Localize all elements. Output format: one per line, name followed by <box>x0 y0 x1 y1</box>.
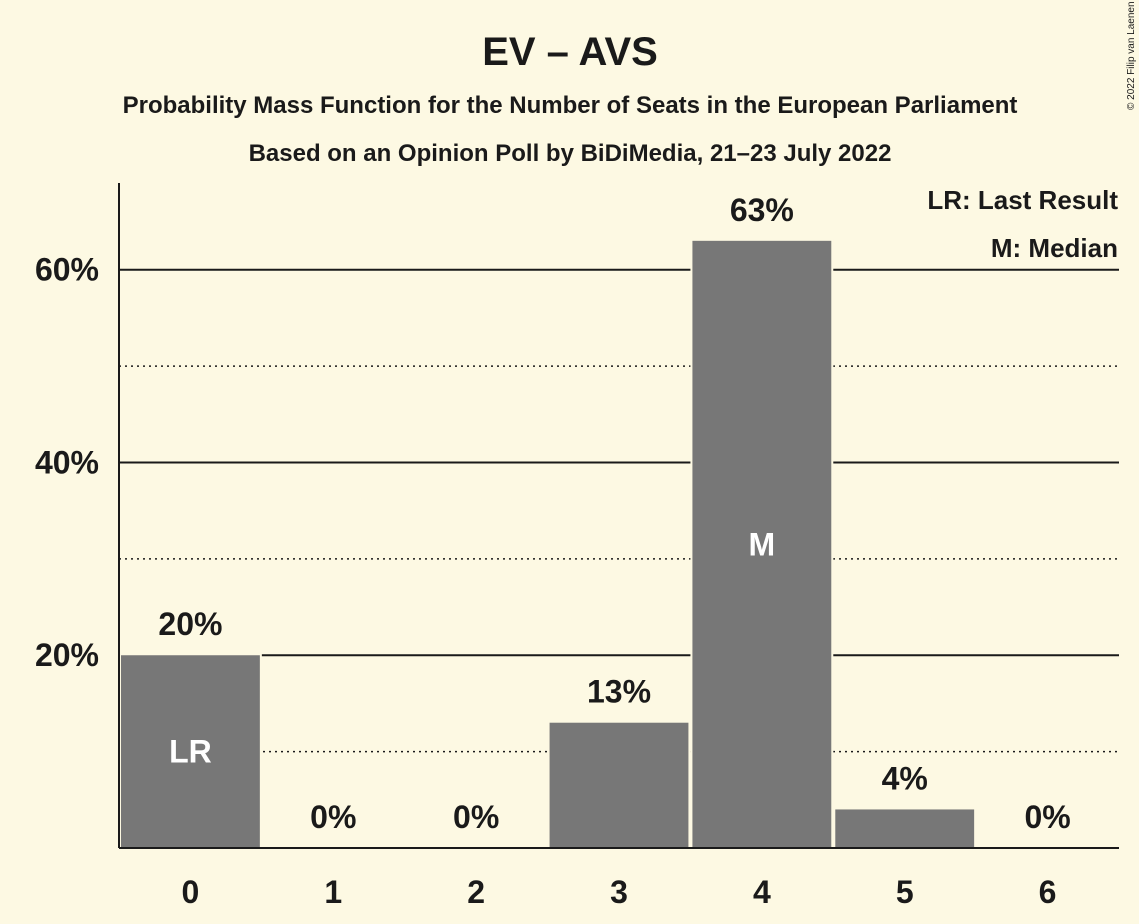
data-label-0: 20% <box>158 606 222 642</box>
data-label-3: 13% <box>587 674 651 710</box>
x-tick-label: 5 <box>896 874 914 910</box>
y-tick-label: 20% <box>35 637 99 673</box>
chart-subtitle: Probability Mass Function for the Number… <box>123 92 1018 119</box>
legend: LR: Last Result M: Median <box>927 185 1118 263</box>
data-label-5: 4% <box>882 760 928 796</box>
bars: LR M <box>119 238 977 849</box>
x-tick-label: 4 <box>753 874 771 910</box>
x-tick-labels: 0 1 2 3 4 5 6 <box>182 874 1057 910</box>
data-label-2: 0% <box>453 799 499 835</box>
x-tick-label: 3 <box>610 874 628 910</box>
copyright-note: © 2022 Filip van Laenen <box>1126 1 1137 110</box>
bar-5 <box>835 809 975 848</box>
bar-annotation-m: M <box>749 526 776 562</box>
legend-entry: M: Median <box>991 233 1118 263</box>
y-tick-labels: 20% 40% 60% <box>35 252 99 674</box>
data-labels: 20% 0% 0% 13% 63% 4% 0% <box>158 192 1070 835</box>
x-tick-label: 0 <box>182 874 200 910</box>
x-tick-label: 6 <box>1039 874 1057 910</box>
chart-title: EV – AVS <box>482 30 658 74</box>
bar-annotation-lr: LR <box>169 734 212 770</box>
data-label-4: 63% <box>730 192 794 228</box>
y-tick-label: 60% <box>35 252 99 288</box>
axes <box>118 183 1119 849</box>
data-label-6: 0% <box>1024 799 1070 835</box>
legend-entry: LR: Last Result <box>927 185 1118 215</box>
data-label-1: 0% <box>310 799 356 835</box>
bar-3 <box>549 722 689 848</box>
x-tick-label: 2 <box>467 874 485 910</box>
bar-0 <box>121 655 260 848</box>
y-tick-label: 40% <box>35 444 99 480</box>
bar-4 <box>692 240 832 849</box>
x-tick-label: 1 <box>324 874 342 910</box>
chart-subtitle-source: Based on an Opinion Poll by BiDiMedia, 2… <box>249 140 892 167</box>
